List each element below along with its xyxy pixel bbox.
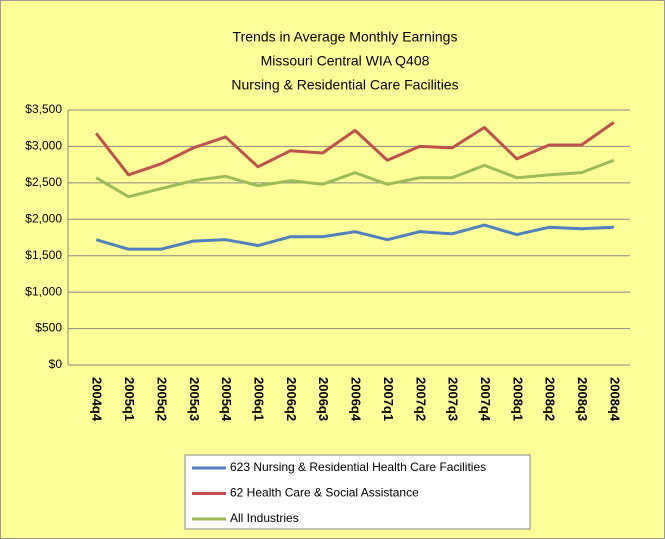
series-line [95,223,614,251]
x-tick-label: 2005q2 [154,377,169,421]
y-tick-label: $500 [35,321,62,335]
x-tick-label: 2005q4 [219,377,234,422]
x-tick-label: 2007q1 [381,377,396,421]
x-tick-label: 2008q2 [543,377,558,421]
y-tick-label: $1,500 [25,248,62,262]
x-tick-label: 2007q4 [478,377,493,422]
y-tick-label: $0 [49,357,63,371]
x-tick-label: 2006q1 [252,377,267,421]
x-tick-label: 2005q3 [187,377,202,421]
x-tick-label: 2006q4 [349,377,364,422]
x-tick-label: 2007q3 [446,377,461,421]
x-tick-label: 2006q3 [316,377,331,421]
x-tick-label: 2006q2 [284,377,299,421]
y-tick-label: $3,000 [25,139,62,153]
series-line [94,121,615,177]
y-tick-label: $1,000 [25,284,62,298]
x-tick-label: 2008q1 [510,377,525,421]
x-tick-label: 2005q1 [122,377,137,421]
legend-box [184,454,531,530]
legend-label: All Industries [230,511,299,525]
chart-title: Missouri Central WIA Q408 [261,53,430,69]
legend-label: 623 Nursing & Residential Health Care Fa… [230,460,486,474]
chart-title: Nursing & Residential Care Facilities [231,77,458,93]
y-tick-label: $3,500 [25,102,62,116]
y-tick-label: $2,500 [25,175,62,189]
y-tick-label: $2,000 [25,211,62,225]
x-tick-label: 2004q4 [90,377,105,422]
x-tick-label: 2008q3 [575,377,590,421]
series-line [95,158,615,199]
x-tick-label: 2007q2 [413,377,428,421]
chart-title: Trends in Average Monthly Earnings [233,29,458,45]
legend-label: 62 Health Care & Social Assistance [230,486,419,500]
x-tick-label: 2008q4 [607,377,622,422]
